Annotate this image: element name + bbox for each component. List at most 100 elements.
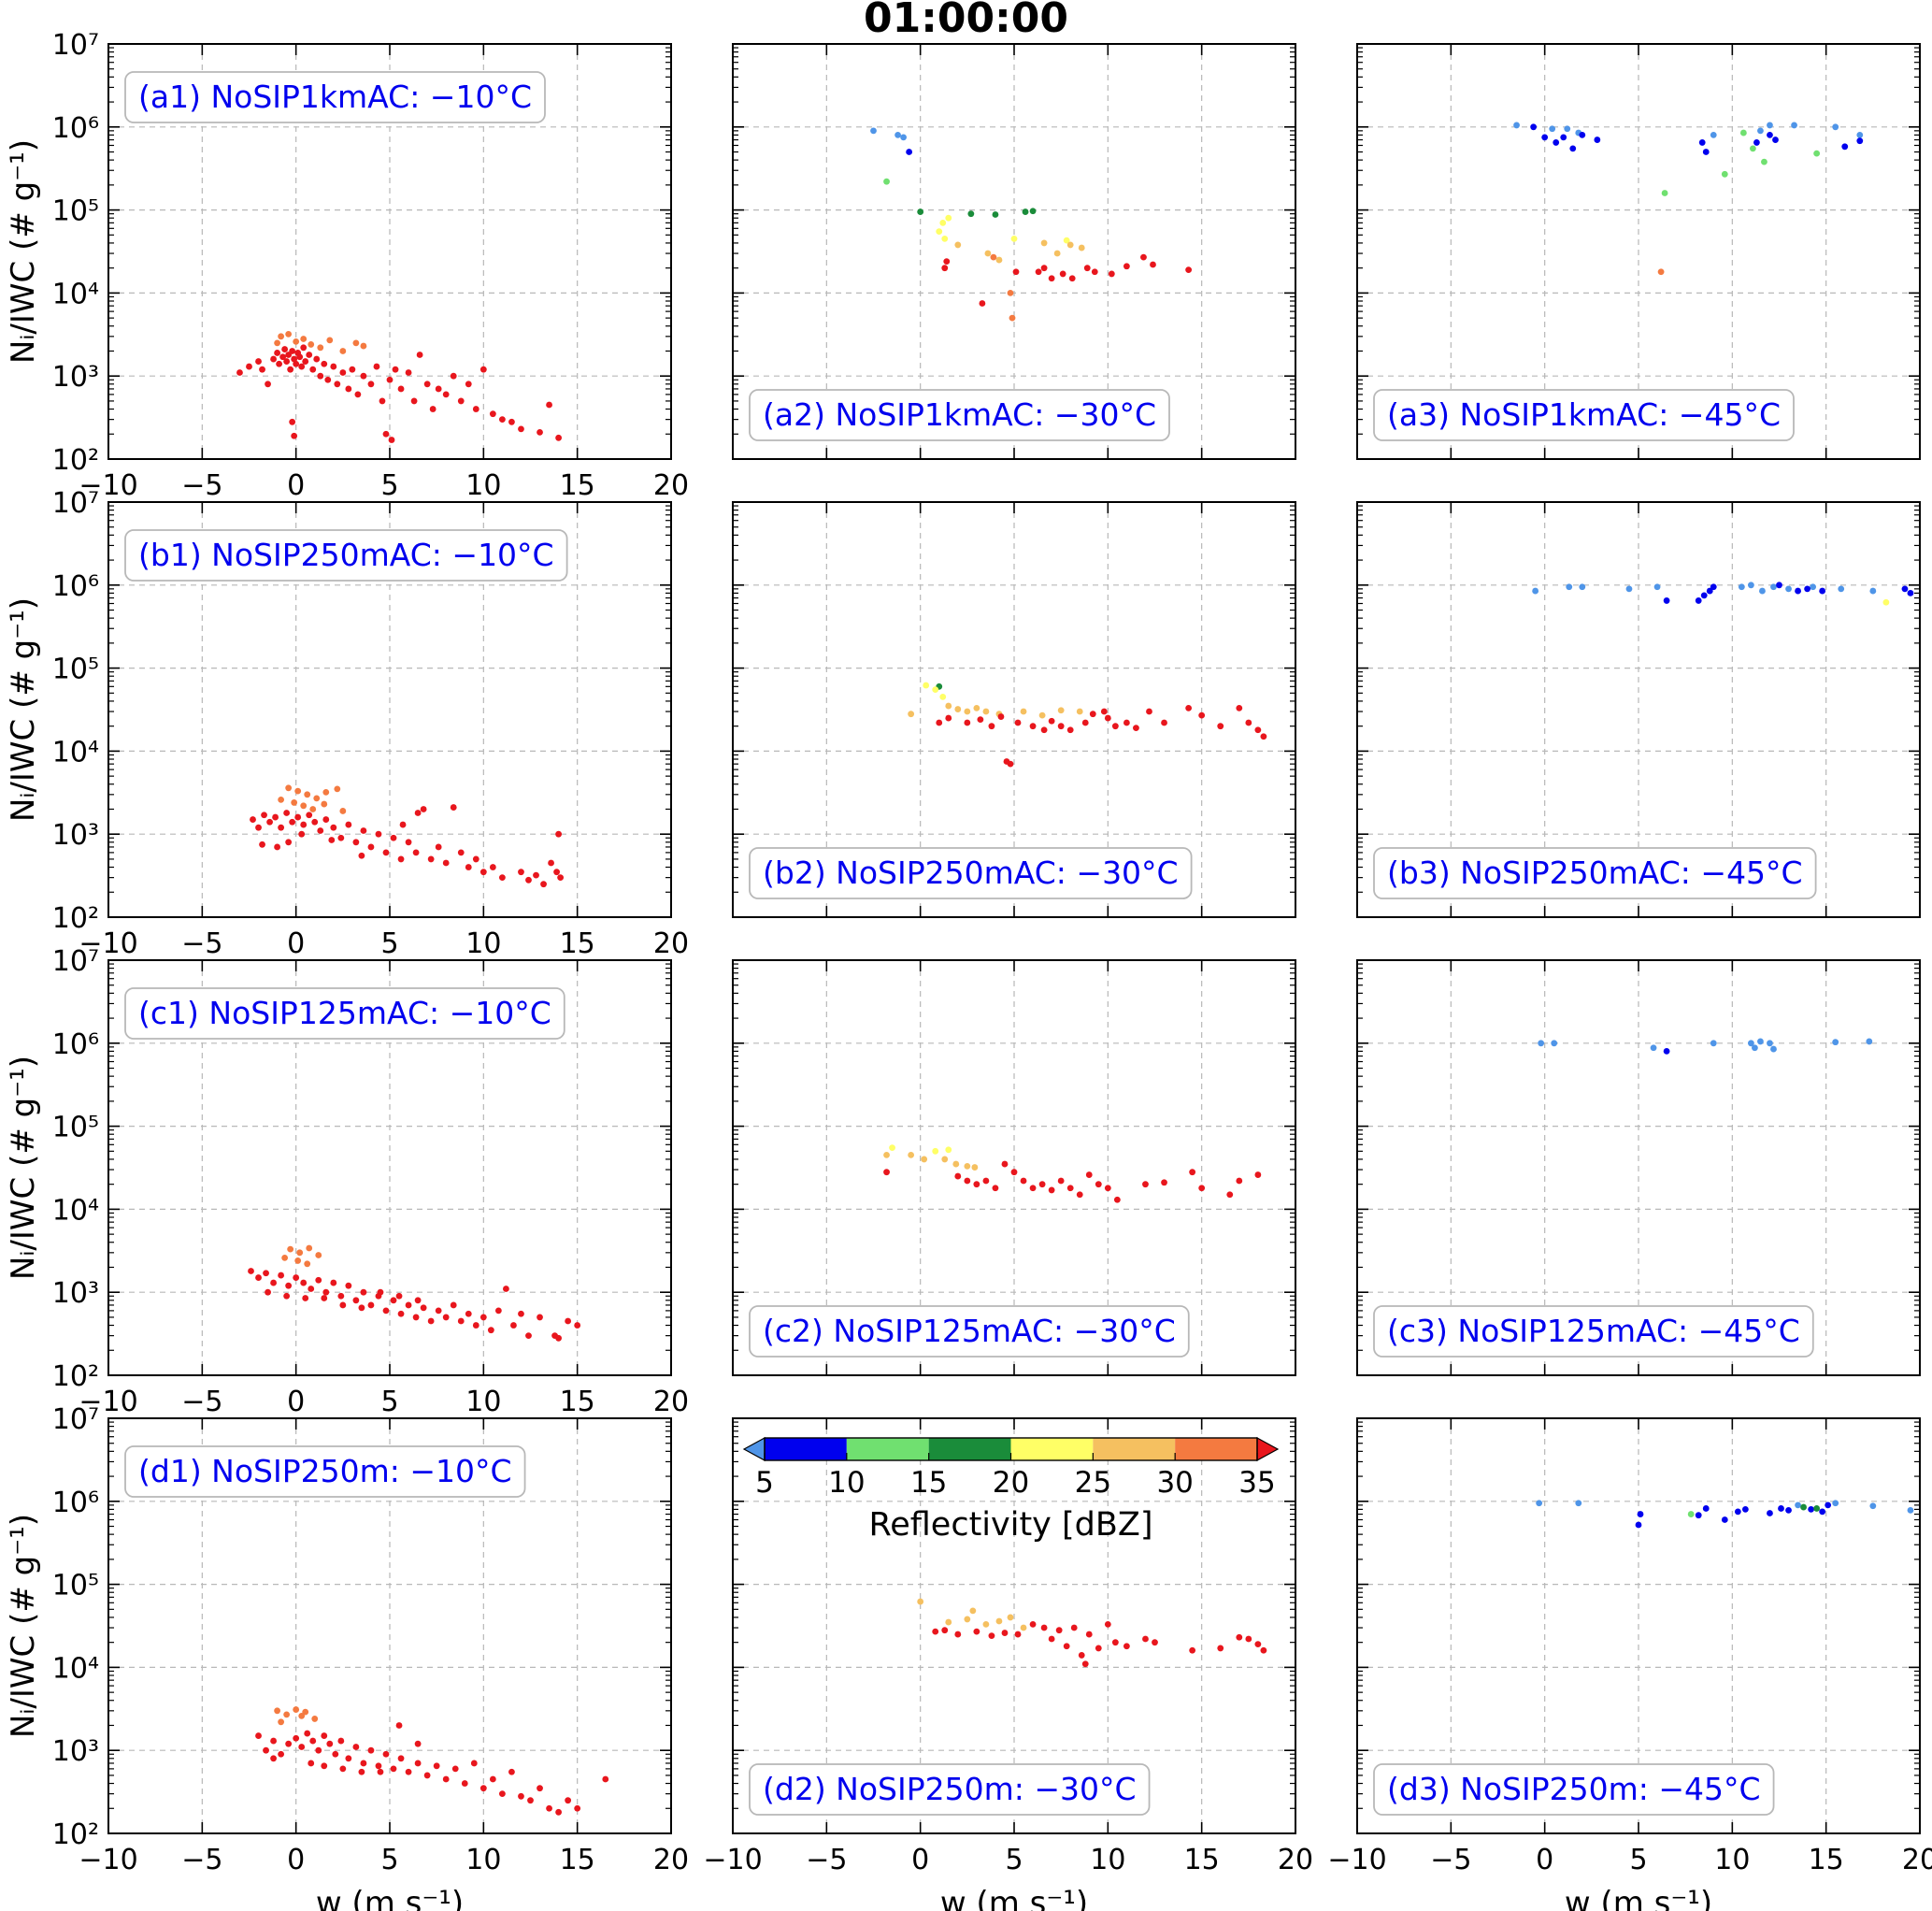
- axes-frame: [107, 43, 672, 460]
- panel-title-box: [749, 1305, 1190, 1358]
- data-point: [952, 1160, 960, 1168]
- data-point: [1014, 719, 1022, 726]
- panel-c3: (c3) NoSIP125mAC: −45°C: [1356, 959, 1921, 1376]
- data-point: [992, 1185, 999, 1192]
- data-point: [1108, 270, 1115, 278]
- data-point: [964, 1616, 971, 1623]
- data-point: [360, 827, 367, 834]
- panel-title-box: [124, 1445, 526, 1498]
- panel-title: (b2) NoSIP250mAC: −30°C: [763, 855, 1179, 891]
- data-point: [1020, 708, 1027, 715]
- data-point: [1710, 583, 1717, 591]
- data-point: [941, 265, 949, 272]
- data-point: [390, 1297, 397, 1304]
- x-tick-label: 5: [380, 927, 398, 960]
- data-point: [973, 1628, 980, 1635]
- data-point: [302, 1708, 309, 1716]
- data-point: [557, 874, 565, 882]
- data-point: [311, 818, 319, 826]
- data-point: [1001, 1160, 1009, 1168]
- data-point: [1081, 719, 1089, 726]
- data-point: [414, 1740, 422, 1747]
- data-point: [1832, 1500, 1839, 1507]
- data-point: [291, 432, 298, 439]
- data-point: [265, 381, 271, 388]
- data-point: [287, 1245, 294, 1253]
- data-point: [1776, 582, 1782, 589]
- data-point: [330, 363, 337, 370]
- data-point: [1551, 1040, 1558, 1047]
- data-point: [565, 1317, 572, 1325]
- data-point: [293, 1706, 300, 1713]
- data-point: [397, 1310, 405, 1317]
- data-point: [274, 843, 280, 851]
- x-axis-label: w (m s⁻¹): [316, 1885, 464, 1911]
- x-tick-label: 15: [560, 1844, 595, 1876]
- data-point: [1020, 1177, 1027, 1185]
- data-point: [1721, 1516, 1728, 1523]
- x-tick-label: 0: [287, 469, 305, 502]
- axes-frame: [1356, 43, 1921, 460]
- y-tick-label: 10³: [52, 1277, 99, 1310]
- data-point: [285, 839, 293, 846]
- colorbar-bin: [765, 1438, 847, 1460]
- data-point: [489, 864, 496, 870]
- data-point: [281, 346, 289, 352]
- data-point: [1236, 704, 1243, 711]
- panel-title: (b3) NoSIP250mAC: −45°C: [1387, 855, 1803, 891]
- x-tick-label: −5: [181, 469, 222, 502]
- panel-b2: (b2) NoSIP250mAC: −30°C: [732, 501, 1296, 918]
- data-point: [984, 250, 992, 257]
- data-point: [302, 358, 309, 365]
- data-point: [1767, 1510, 1773, 1516]
- data-point: [1198, 1185, 1206, 1192]
- data-point: [1752, 1044, 1758, 1052]
- data-point: [405, 839, 412, 846]
- data-point: [414, 810, 422, 816]
- data-point: [945, 1146, 952, 1154]
- data-point: [1536, 1500, 1543, 1507]
- data-point: [1012, 268, 1020, 276]
- data-point: [1869, 1502, 1877, 1510]
- data-point: [375, 830, 382, 838]
- data-point: [420, 1304, 427, 1312]
- data-point: [906, 149, 913, 155]
- x-tick-label: 0: [911, 1844, 929, 1876]
- data-point: [283, 1711, 291, 1718]
- data-point: [917, 208, 924, 215]
- data-point: [461, 1780, 468, 1787]
- panel-title: (c1) NoSIP125mAC: −10°C: [138, 995, 551, 1031]
- data-point: [278, 1272, 285, 1279]
- data-point: [352, 1297, 360, 1304]
- data-point: [315, 1276, 322, 1284]
- data-point: [386, 376, 394, 383]
- data-point: [315, 1252, 322, 1258]
- data-point: [390, 1765, 397, 1773]
- data-point: [405, 1301, 412, 1309]
- data-point: [345, 821, 352, 828]
- data-point: [954, 706, 962, 712]
- colorbar: 5 10 15 20 25 30 35 Reflectivity [dBZ]: [742, 1436, 1280, 1544]
- data-point: [442, 391, 450, 398]
- data-point: [1189, 1169, 1196, 1176]
- data-point: [294, 813, 302, 821]
- y-tick-label: 10⁷: [52, 945, 99, 978]
- x-tick-label: 10: [1090, 1844, 1125, 1876]
- data-point: [1532, 587, 1539, 595]
- data-point: [1038, 1181, 1046, 1188]
- data-point: [349, 366, 356, 373]
- data-point: [360, 1760, 367, 1767]
- data-point: [1700, 592, 1708, 599]
- data-point: [954, 1631, 962, 1638]
- data-point: [1048, 717, 1055, 725]
- data-point: [416, 352, 423, 358]
- data-point: [1217, 723, 1224, 730]
- panel-title-box: [1373, 1763, 1775, 1816]
- data-point: [1161, 719, 1167, 726]
- data-point: [1721, 170, 1728, 178]
- data-point: [1569, 145, 1577, 152]
- data-point: [555, 1808, 562, 1816]
- data-point: [283, 810, 291, 816]
- data-point: [1566, 583, 1573, 591]
- colorbar-bin: [1093, 1438, 1176, 1460]
